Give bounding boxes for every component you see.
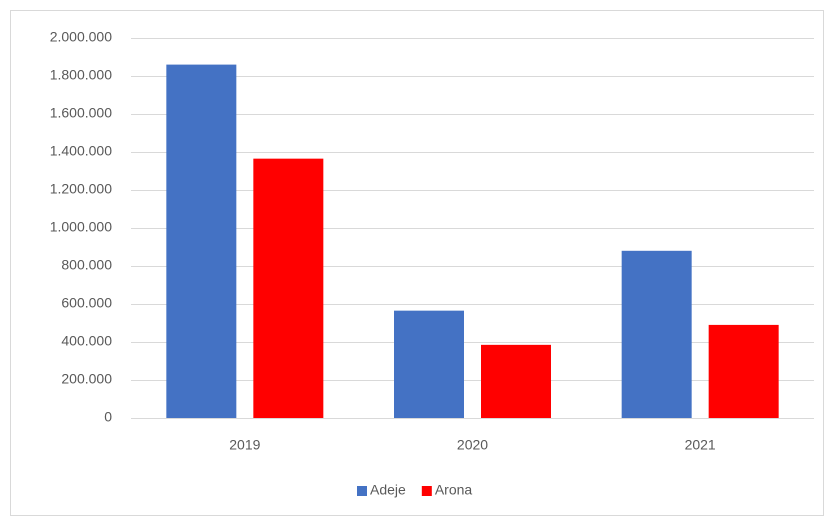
y-tick-label: 2.000.000 bbox=[50, 29, 112, 45]
x-tick-label: 2020 bbox=[457, 437, 488, 453]
y-tick-label: 1.400.000 bbox=[50, 143, 112, 159]
y-tick-label: 1.000.000 bbox=[50, 219, 112, 235]
legend-swatch bbox=[357, 486, 367, 496]
bar bbox=[166, 64, 237, 418]
y-tick-label: 200.000 bbox=[61, 371, 112, 387]
x-tick-label: 2019 bbox=[229, 437, 260, 453]
legend-swatch bbox=[421, 486, 432, 496]
bar bbox=[621, 250, 692, 418]
x-tick-label: 2021 bbox=[685, 437, 716, 453]
legend-label: Adeje bbox=[370, 482, 406, 498]
y-tick-label: 1.600.000 bbox=[50, 105, 112, 121]
y-tick-label: 1.800.000 bbox=[50, 67, 112, 83]
bar bbox=[394, 310, 464, 418]
bar bbox=[708, 324, 779, 418]
bar bbox=[253, 158, 324, 418]
y-tick-label: 0 bbox=[104, 409, 112, 425]
legend-label: Arona bbox=[435, 482, 473, 498]
y-tick-label: 1.200.000 bbox=[50, 181, 112, 197]
y-tick-label: 600.000 bbox=[61, 295, 112, 311]
y-tick-label: 800.000 bbox=[61, 257, 112, 273]
bar bbox=[481, 344, 551, 418]
y-tick-label: 400.000 bbox=[61, 333, 112, 349]
